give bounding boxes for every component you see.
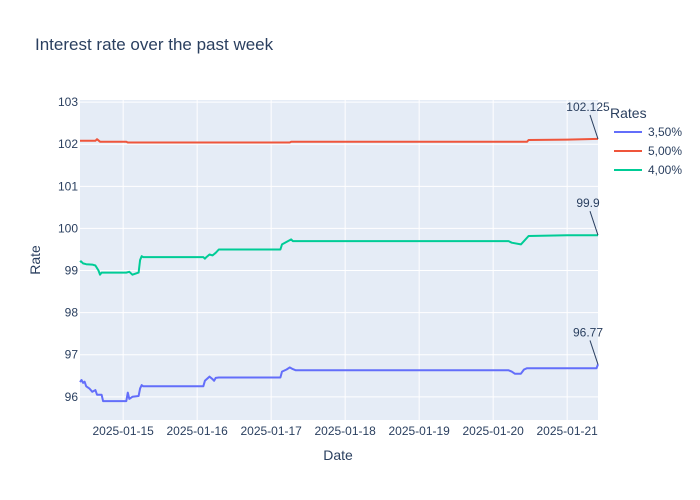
- y-tick-label: 100: [58, 221, 78, 235]
- x-axis-title: Date: [323, 447, 353, 463]
- y-tick-label: 98: [65, 306, 79, 320]
- plot-area: [80, 100, 598, 420]
- x-tick-label: 2025-01-17: [240, 424, 302, 438]
- x-tick-label: 2025-01-21: [536, 424, 598, 438]
- annotation-arrow: [589, 210, 599, 236]
- series-line-0: [79, 364, 599, 403]
- gridlines: [80, 100, 598, 420]
- annotation-label: 102.125: [566, 100, 610, 114]
- legend-item-label: 3,50%: [648, 125, 682, 139]
- legend-item-label: 4,00%: [648, 163, 682, 177]
- y-tick-label: 103: [58, 95, 78, 109]
- y-tick-label: 102: [58, 137, 78, 151]
- y-tick-label: 101: [58, 179, 78, 193]
- x-axis-ticks: 2025-01-15 2025-01-16 2025-01-17 2025-01-18…: [92, 424, 598, 438]
- x-tick-label: 2025-01-19: [388, 424, 450, 438]
- y-tick-label: 97: [65, 348, 79, 362]
- series-line-1: [80, 137, 599, 144]
- x-tick-label: 2025-01-15: [92, 424, 154, 438]
- legend-title: Rates: [610, 105, 647, 121]
- x-tick-label: 2025-01-16: [166, 424, 228, 438]
- annotation-arrow: [589, 340, 599, 365]
- chart-title: Interest rate over the past week: [35, 35, 274, 54]
- x-tick-label: 2025-01-18: [314, 424, 376, 438]
- annotation-arrow: [589, 114, 599, 140]
- y-axis-ticks: 96 97 98 99 100 101 102 103: [58, 95, 78, 404]
- y-tick-label: 96: [65, 390, 79, 404]
- legend: Rates 3,50% 5,00% 4,00%: [610, 105, 682, 177]
- series-line-2: [79, 234, 598, 276]
- annotation-label: 99.9: [576, 196, 600, 210]
- legend-item-label: 5,00%: [648, 144, 682, 158]
- x-tick-label: 2025-01-20: [462, 424, 524, 438]
- end-value-annotations: 96.77 102.125 99.9: [566, 100, 610, 365]
- y-axis-title: Rate: [27, 245, 43, 275]
- annotation-label: 96.77: [573, 325, 603, 339]
- y-tick-label: 99: [65, 264, 79, 278]
- series-lines: [79, 137, 599, 403]
